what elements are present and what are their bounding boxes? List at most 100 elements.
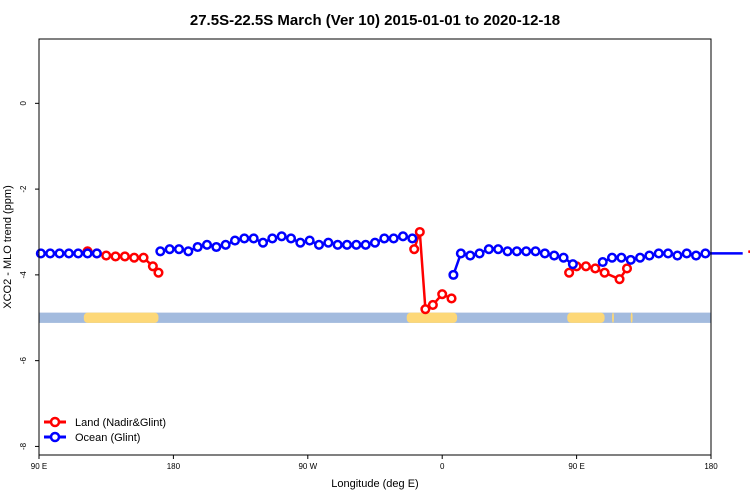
series-layer bbox=[35, 226, 750, 315]
x-tick-label: 90 E bbox=[31, 462, 47, 471]
ocean-point bbox=[672, 250, 683, 261]
land-point bbox=[101, 250, 112, 261]
legend-label-ocean: Ocean (Glint) bbox=[75, 432, 140, 444]
y-tick-label: -8 bbox=[19, 442, 28, 450]
ocean-point bbox=[313, 239, 325, 250]
ocean-point bbox=[474, 248, 485, 259]
ocean-point bbox=[164, 244, 175, 255]
ocean-point bbox=[455, 248, 466, 259]
ocean-point bbox=[155, 246, 166, 257]
land-point bbox=[590, 263, 601, 274]
ocean-point bbox=[276, 231, 287, 242]
ocean-point bbox=[239, 233, 250, 244]
ocean-point bbox=[267, 233, 278, 244]
ocean-point bbox=[220, 239, 231, 250]
land-point bbox=[580, 261, 591, 272]
land-point bbox=[129, 252, 140, 263]
ocean-point bbox=[691, 250, 702, 261]
x-tick-label: 0 bbox=[440, 462, 445, 471]
ocean-point bbox=[304, 235, 315, 246]
land-point bbox=[614, 274, 625, 285]
land-point bbox=[420, 304, 431, 315]
ocean-point bbox=[567, 259, 578, 270]
ocean-point bbox=[332, 239, 343, 250]
land-band-1 bbox=[406, 312, 458, 323]
x-tick-label: 90 W bbox=[298, 462, 317, 471]
legend-item-land: Land (Nadir&Glint) bbox=[44, 416, 166, 429]
ocean-point bbox=[248, 233, 259, 244]
ocean-point bbox=[616, 252, 627, 263]
ocean-point bbox=[521, 246, 532, 257]
ocean-point bbox=[360, 239, 371, 250]
land-point bbox=[621, 263, 633, 274]
land-point bbox=[599, 267, 610, 278]
ocean-point bbox=[341, 239, 353, 250]
land-band-3 bbox=[612, 312, 614, 323]
ocean-point bbox=[681, 248, 692, 259]
x-tick-label: 90 E bbox=[568, 462, 584, 471]
ocean-point bbox=[295, 237, 306, 248]
legend: Land (Nadir&Glint) Ocean (Glint) bbox=[44, 416, 166, 444]
ocean-point bbox=[285, 233, 297, 244]
legend-label-land: Land (Nadir&Glint) bbox=[75, 417, 166, 429]
y-tick-label: -6 bbox=[19, 357, 28, 365]
land-point bbox=[446, 293, 457, 304]
land-band-4 bbox=[630, 312, 633, 323]
land-point bbox=[110, 251, 121, 262]
land-point bbox=[138, 252, 149, 263]
ocean-point bbox=[201, 239, 213, 250]
ocean-point bbox=[397, 231, 409, 242]
ocean-point bbox=[63, 248, 74, 259]
ocean-point bbox=[183, 246, 194, 257]
x-tick-label: 180 bbox=[704, 462, 718, 471]
ocean-point bbox=[369, 237, 381, 248]
land-point bbox=[153, 267, 164, 278]
x-axis: 90 E 180 90 W 0 90 E 180 bbox=[31, 455, 718, 471]
y-axis-label: XCO2 - MLO trend (ppm) bbox=[2, 185, 14, 308]
ocean-point bbox=[700, 248, 711, 259]
ocean-point bbox=[192, 241, 203, 253]
ocean-point bbox=[483, 244, 494, 255]
land-point bbox=[564, 267, 575, 278]
ocean-point bbox=[35, 248, 46, 259]
legend-marker-land bbox=[49, 416, 61, 428]
ocean-point bbox=[73, 248, 84, 259]
ocean-point bbox=[448, 269, 459, 280]
chart-title: 27.5S-22.5S March (Ver 10) 2015-01-01 to… bbox=[190, 12, 560, 29]
ocean-point bbox=[607, 252, 618, 263]
plot-frame bbox=[38, 38, 712, 456]
ocean-point bbox=[45, 248, 56, 259]
ocean-point bbox=[388, 233, 399, 244]
land-point bbox=[427, 299, 438, 310]
ocean-point bbox=[493, 244, 504, 255]
y-tick-label: -2 bbox=[19, 185, 28, 193]
ocean-point bbox=[644, 250, 655, 261]
ocean-point bbox=[257, 237, 269, 248]
land-band-0 bbox=[83, 312, 159, 323]
ocean-point bbox=[173, 244, 185, 255]
ocean-point bbox=[379, 233, 390, 244]
ocean-point bbox=[539, 248, 550, 259]
ocean-point bbox=[625, 254, 636, 265]
x-axis-label: Longitude (deg E) bbox=[331, 478, 418, 490]
land-point bbox=[437, 289, 448, 300]
ocean-point bbox=[635, 252, 646, 263]
ocean-point bbox=[597, 256, 608, 268]
ocean-point bbox=[653, 248, 664, 259]
x-tick-label: 180 bbox=[167, 462, 181, 471]
ocean-point bbox=[351, 239, 362, 250]
ocean-point bbox=[211, 241, 222, 253]
legend-marker-ocean bbox=[49, 431, 61, 443]
ocean-point bbox=[407, 233, 418, 244]
ocean-point bbox=[465, 250, 476, 261]
y-axis: 0 -2 -4 -6 -8 bbox=[19, 101, 39, 450]
y-tick-label: 0 bbox=[19, 101, 28, 106]
land-point bbox=[409, 244, 420, 255]
land-point bbox=[414, 226, 425, 238]
ocean-point bbox=[323, 237, 334, 248]
ocean-band bbox=[39, 312, 711, 323]
ocean-point bbox=[502, 246, 513, 257]
ocean-point bbox=[54, 248, 65, 259]
y-tick-label: -4 bbox=[19, 271, 28, 279]
